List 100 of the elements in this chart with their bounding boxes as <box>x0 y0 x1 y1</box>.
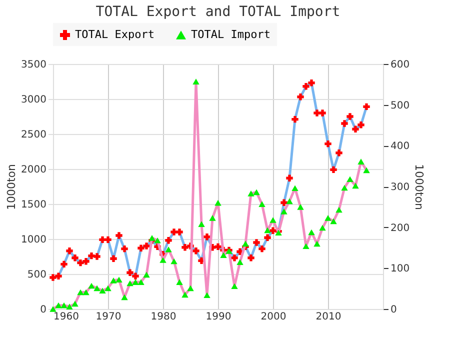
x-tick-label: 1970 <box>96 312 122 322</box>
point <box>204 234 210 240</box>
point <box>253 189 260 196</box>
point <box>209 215 216 221</box>
point <box>220 252 227 258</box>
point <box>182 292 188 298</box>
point <box>308 80 315 86</box>
point <box>116 276 122 283</box>
point <box>126 280 134 286</box>
point <box>292 116 298 123</box>
point <box>346 113 354 120</box>
point <box>110 278 117 284</box>
point <box>192 248 200 254</box>
point <box>286 198 293 204</box>
y-axis-title: 1000ton <box>5 164 18 210</box>
point <box>187 285 194 292</box>
point <box>94 253 100 260</box>
y2-tick-label: 400 <box>390 141 410 152</box>
point <box>297 204 304 210</box>
point <box>126 269 134 276</box>
y-tick-label: 1000 <box>21 234 46 246</box>
point <box>160 257 166 263</box>
point <box>121 245 128 252</box>
x-tick-label: 1990 <box>206 312 232 322</box>
point <box>358 158 364 164</box>
point <box>314 240 320 247</box>
point <box>77 289 84 296</box>
y2-tick-label: 200 <box>390 222 410 234</box>
x-tick-label: 2010 <box>316 312 342 322</box>
point <box>148 235 156 241</box>
point <box>88 282 95 289</box>
point <box>248 254 254 262</box>
point <box>72 300 78 307</box>
y2-tick-label: 300 <box>390 182 410 193</box>
point <box>346 176 354 182</box>
point <box>204 292 210 298</box>
point <box>198 221 205 227</box>
point <box>192 78 200 84</box>
point <box>82 289 90 296</box>
point <box>297 94 304 100</box>
point <box>121 294 128 300</box>
point <box>72 254 78 262</box>
point <box>176 228 183 236</box>
point <box>132 279 139 285</box>
point <box>319 110 326 116</box>
y2-tick-label: 500 <box>390 100 410 112</box>
y-tick-label: 0 <box>40 304 46 316</box>
point <box>66 304 73 310</box>
point <box>341 120 348 127</box>
y-tick-label: 500 <box>27 270 46 280</box>
point <box>264 227 271 234</box>
y2-tick-label: 100 <box>390 264 410 275</box>
x-tick-label: 1960 <box>54 312 79 322</box>
x-tick-label: 1980 <box>150 312 176 322</box>
point <box>330 218 337 224</box>
point <box>248 190 254 196</box>
point <box>336 206 342 213</box>
point <box>292 185 298 192</box>
point <box>242 240 249 247</box>
point <box>363 103 370 110</box>
point <box>258 201 266 207</box>
point <box>286 174 293 182</box>
chart-title: TOTAL Export and TOTAL Import <box>96 4 340 20</box>
point <box>280 199 288 206</box>
point <box>66 248 73 254</box>
x-tick-label: 2000 <box>260 312 286 322</box>
legend-label: TOTAL Import <box>191 28 270 41</box>
point <box>363 167 370 174</box>
point <box>138 279 144 285</box>
point <box>231 283 238 290</box>
legend-label: TOTAL Export <box>75 28 154 41</box>
point <box>82 258 90 265</box>
point <box>330 166 337 174</box>
point <box>336 150 342 156</box>
point <box>77 259 84 266</box>
point <box>280 208 288 214</box>
point <box>236 259 244 265</box>
point <box>99 288 106 294</box>
point <box>341 184 348 191</box>
point <box>165 237 172 244</box>
point <box>231 254 238 262</box>
point <box>214 243 222 250</box>
y-tick-label: 3000 <box>21 94 46 106</box>
point <box>60 302 68 308</box>
point <box>60 260 68 268</box>
point <box>55 302 62 308</box>
point <box>165 246 172 252</box>
point <box>94 285 100 292</box>
point <box>110 255 117 262</box>
point <box>352 126 359 132</box>
point <box>324 215 332 221</box>
point <box>302 83 310 90</box>
point <box>358 122 364 128</box>
point <box>253 239 260 246</box>
point <box>104 236 112 244</box>
point <box>104 285 112 292</box>
y-tick-label: 1500 <box>21 200 46 210</box>
point <box>143 242 150 250</box>
point <box>138 244 144 252</box>
point <box>324 140 332 148</box>
